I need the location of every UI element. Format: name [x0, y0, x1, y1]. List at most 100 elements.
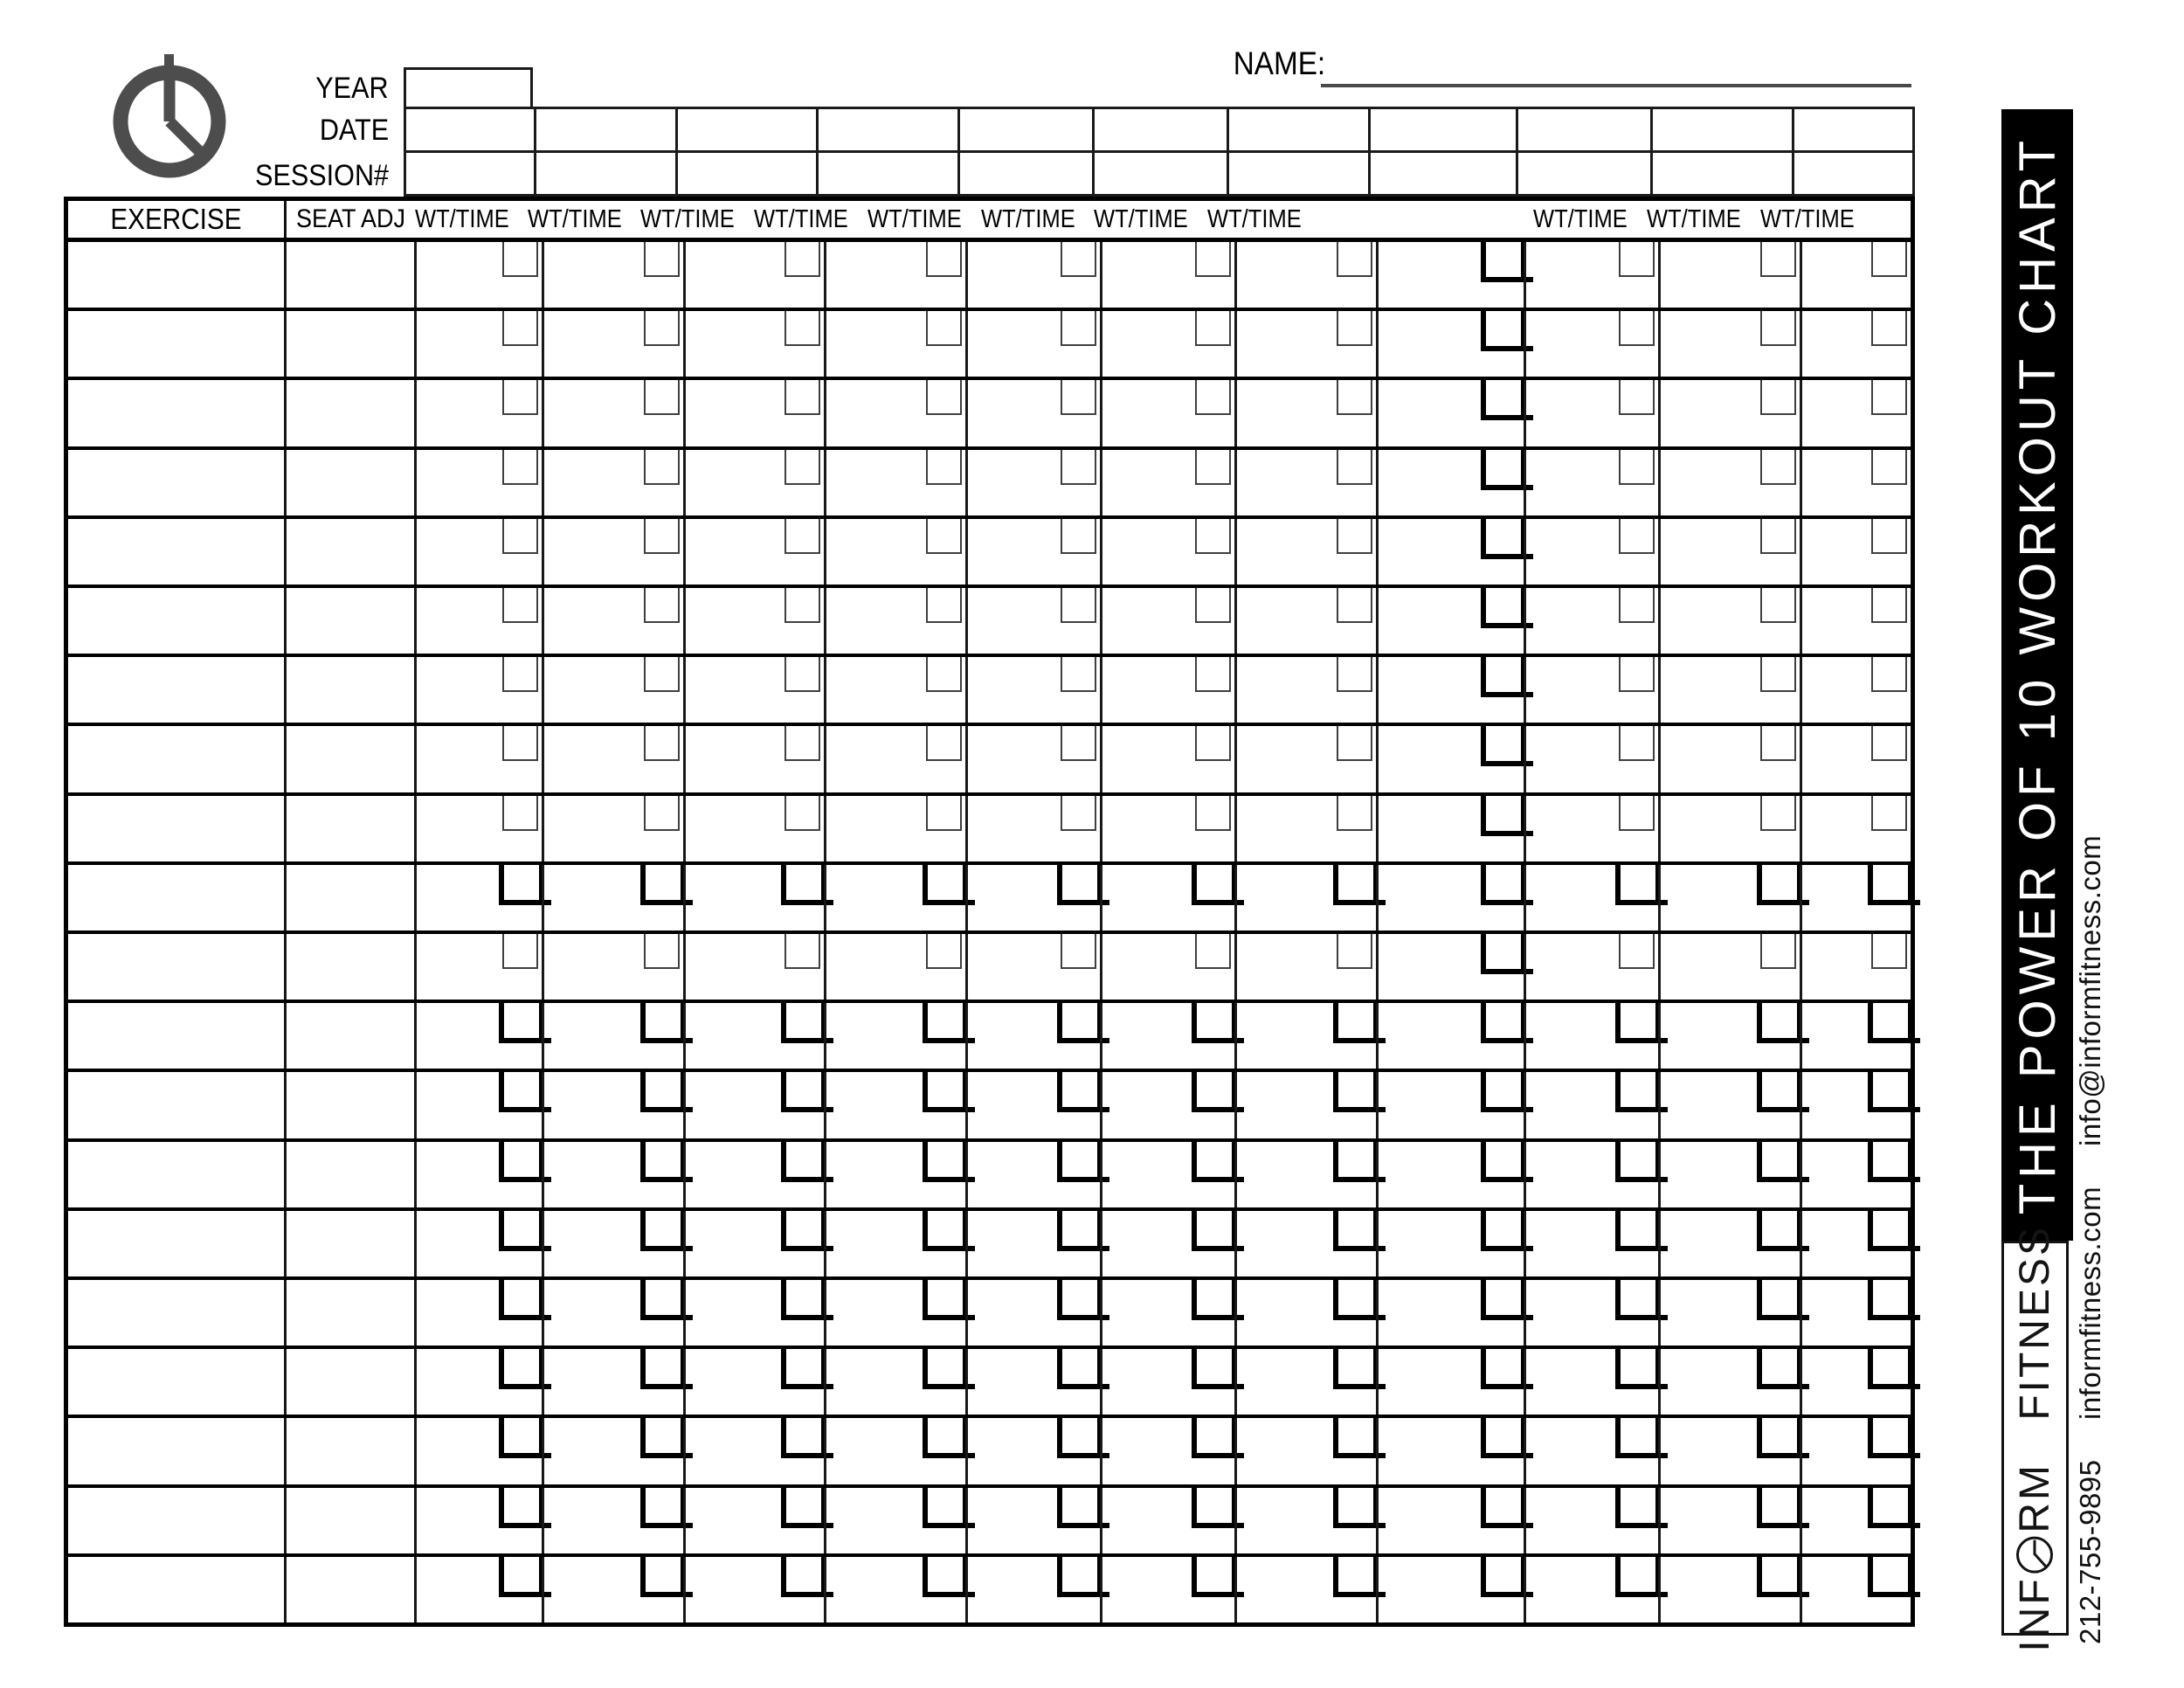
wt-time-cell[interactable] [1658, 1003, 1809, 1069]
exercise-cell[interactable] [68, 1211, 284, 1276]
seat-adj-cell[interactable] [284, 1003, 414, 1069]
wt-time-cell[interactable] [683, 1418, 833, 1484]
wt-time-cell[interactable] [1658, 864, 1809, 931]
wt-time-cell[interactable] [683, 934, 824, 1000]
wt-time-cell[interactable] [965, 242, 1100, 308]
exercise-cell[interactable] [68, 380, 284, 446]
wt-time-cell[interactable] [683, 726, 824, 792]
wt-time-cell[interactable] [542, 1210, 693, 1277]
wt-time-cell[interactable] [1234, 588, 1376, 654]
wt-time-cell[interactable] [1234, 1556, 1386, 1623]
wt-time-cell[interactable] [1524, 1280, 1668, 1346]
wt-time-cell[interactable] [414, 1556, 551, 1623]
wt-time-cell[interactable] [1100, 1210, 1244, 1277]
wt-time-cell[interactable] [1234, 1141, 1386, 1207]
wt-time-cell[interactable] [683, 311, 824, 377]
wt-time-cell[interactable] [683, 1556, 833, 1623]
seat-adj-cell[interactable] [284, 380, 414, 446]
wt-time-cell[interactable] [1234, 1418, 1386, 1484]
wt-time-cell[interactable] [414, 311, 542, 377]
date-cell[interactable] [1368, 109, 1516, 150]
wt-time-cell[interactable] [1524, 1141, 1668, 1207]
wt-time-cell[interactable] [1376, 657, 1533, 723]
wt-time-cell[interactable] [965, 934, 1100, 1000]
wt-time-cell[interactable] [683, 1210, 833, 1277]
wt-time-cell[interactable] [1658, 518, 1800, 585]
wt-time-cell[interactable] [1658, 1072, 1809, 1138]
wt-time-cell[interactable] [542, 657, 683, 723]
session-cell[interactable] [1227, 153, 1368, 194]
exercise-cell[interactable] [68, 657, 284, 723]
wt-time-cell[interactable] [1524, 726, 1658, 792]
wt-time-cell[interactable] [824, 242, 965, 308]
wt-time-cell[interactable] [542, 1280, 693, 1346]
wt-time-cell[interactable] [683, 795, 824, 861]
wt-time-cell[interactable] [1800, 242, 1911, 308]
wt-time-cell[interactable] [542, 864, 693, 931]
wt-time-cell[interactable] [824, 311, 965, 377]
wt-time-cell[interactable] [1800, 380, 1911, 446]
date-cell[interactable] [816, 109, 957, 150]
date-cell[interactable] [1516, 109, 1650, 150]
wt-time-cell[interactable] [1100, 795, 1234, 861]
wt-time-cell[interactable] [1524, 588, 1658, 654]
wt-time-cell[interactable] [1376, 864, 1533, 931]
wt-time-cell[interactable] [683, 864, 833, 931]
exercise-cell[interactable] [68, 1557, 284, 1622]
wt-time-cell[interactable] [824, 726, 965, 792]
wt-time-cell[interactable] [414, 1141, 551, 1207]
wt-time-cell[interactable] [1800, 1487, 1920, 1553]
wt-time-cell[interactable] [1524, 380, 1658, 446]
wt-time-cell[interactable] [1524, 1487, 1668, 1553]
wt-time-cell[interactable] [683, 1487, 833, 1553]
session-cell[interactable] [1792, 153, 1912, 194]
seat-adj-cell[interactable] [284, 1349, 414, 1415]
seat-adj-cell[interactable] [284, 726, 414, 792]
wt-time-cell[interactable] [1234, 380, 1376, 446]
wt-time-cell[interactable] [965, 1418, 1109, 1484]
wt-time-cell[interactable] [1376, 518, 1533, 585]
wt-time-cell[interactable] [1800, 1210, 1920, 1277]
wt-time-cell[interactable] [1658, 449, 1800, 515]
seat-adj-cell[interactable] [284, 864, 414, 931]
seat-adj-cell[interactable] [284, 311, 414, 377]
wt-time-cell[interactable] [542, 380, 683, 446]
wt-time-cell[interactable] [1658, 1487, 1809, 1553]
wt-time-cell[interactable] [965, 1210, 1109, 1277]
exercise-cell[interactable] [68, 1003, 284, 1069]
wt-time-cell[interactable] [824, 934, 965, 1000]
wt-time-cell[interactable] [965, 1003, 1109, 1069]
wt-time-cell[interactable] [1234, 1349, 1386, 1415]
wt-time-cell[interactable] [1100, 1280, 1244, 1346]
wt-time-cell[interactable] [1376, 1349, 1533, 1415]
seat-adj-cell[interactable] [284, 588, 414, 654]
date-cell[interactable] [1650, 109, 1792, 150]
seat-adj-cell[interactable] [284, 1418, 414, 1484]
wt-time-cell[interactable] [1524, 518, 1658, 585]
exercise-cell[interactable] [68, 1142, 284, 1207]
wt-time-cell[interactable] [1800, 864, 1920, 931]
wt-time-cell[interactable] [1524, 864, 1668, 931]
wt-time-cell[interactable] [1800, 1556, 1920, 1623]
seat-adj-cell[interactable] [284, 1487, 414, 1553]
wt-time-cell[interactable] [1100, 242, 1234, 308]
wt-time-cell[interactable] [1376, 1141, 1533, 1207]
exercise-cell[interactable] [68, 1072, 284, 1138]
wt-time-cell[interactable] [542, 934, 683, 1000]
wt-time-cell[interactable] [414, 1003, 551, 1069]
wt-time-cell[interactable] [1376, 311, 1533, 377]
wt-time-cell[interactable] [1800, 588, 1911, 654]
wt-time-cell[interactable] [1376, 380, 1533, 446]
wt-time-cell[interactable] [414, 242, 542, 308]
seat-adj-cell[interactable] [284, 518, 414, 585]
wt-time-cell[interactable] [1100, 864, 1244, 931]
session-cell[interactable] [1092, 153, 1227, 194]
wt-time-cell[interactable] [414, 1349, 551, 1415]
date-cell[interactable] [1227, 109, 1368, 150]
wt-time-cell[interactable] [414, 449, 542, 515]
wt-time-cell[interactable] [1800, 1072, 1920, 1138]
wt-time-cell[interactable] [1376, 1556, 1533, 1623]
wt-time-cell[interactable] [542, 311, 683, 377]
wt-time-cell[interactable] [1234, 1210, 1386, 1277]
wt-time-cell[interactable] [1658, 1280, 1809, 1346]
